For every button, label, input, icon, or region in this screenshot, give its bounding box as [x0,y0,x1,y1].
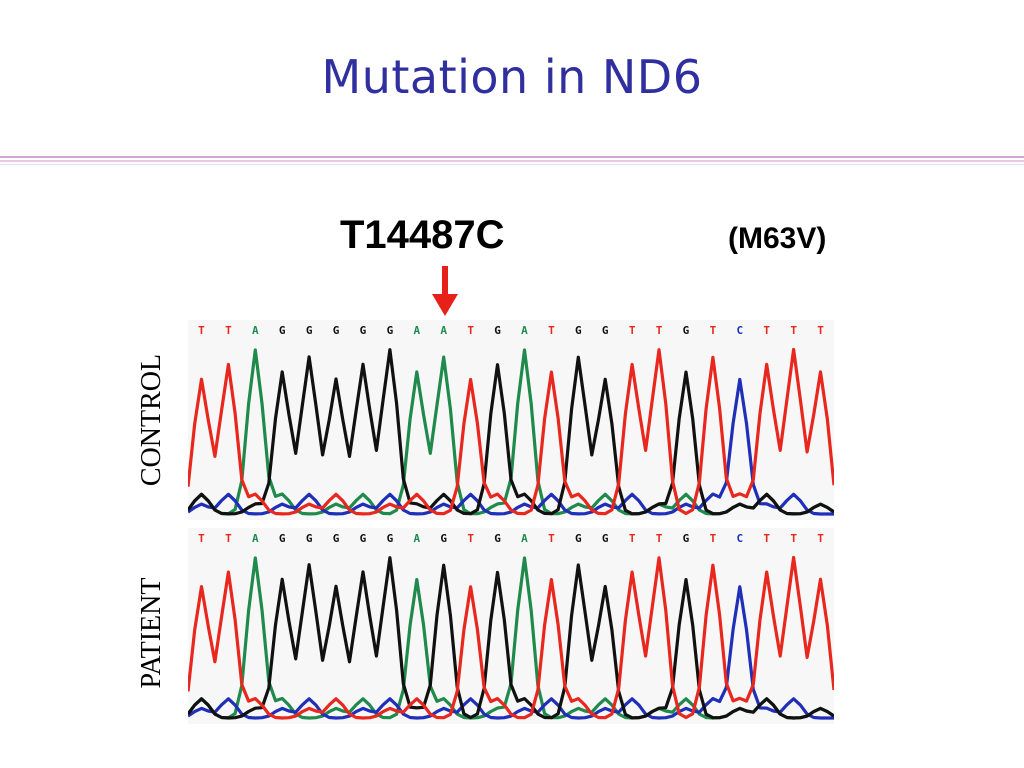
control-base-call: T [198,324,205,337]
control-base-call: G [306,324,313,337]
patient-base-call: T [548,532,555,545]
control-trace-T [188,347,834,516]
patient-base-call: T [790,532,797,545]
patient-base-call: T [225,532,232,545]
control-trace-G [188,348,834,516]
patient-base-call: T [656,532,663,545]
control-base-call: T [225,324,232,337]
patient-base-call: G [279,532,286,545]
control-base-call: G [333,324,340,337]
patient-base-call: A [252,532,259,545]
control-base-call: G [494,324,501,337]
control-base-call: G [602,324,609,337]
patient-base-call: T [763,532,770,545]
patient-base-call: T [467,532,474,545]
control-base-call: A [521,324,528,337]
patient-base-call: T [817,532,824,545]
control-base-call: A [413,324,420,337]
patient-trace-A [188,556,834,720]
control-base-call: G [683,324,690,337]
control-base-call: T [467,324,474,337]
patient-trace-T [188,555,834,720]
control-base-call: T [656,324,663,337]
patient-base-call: T [629,532,636,545]
patient-base-call: T [710,532,717,545]
patient-base-call: C [736,532,743,545]
mutation-label: T14487C [340,213,505,257]
mutation-position-arrow-icon [432,266,458,316]
patient-base-call: G [387,532,394,545]
control-base-call: T [763,324,770,337]
title-divider [0,160,1024,162]
control-trace-A [188,348,834,516]
control-base-call: G [575,324,582,337]
patient-base-call: G [440,532,447,545]
patient-base-call: G [602,532,609,545]
control-base-call: T [710,324,717,337]
title-divider [0,164,1024,165]
patient-base-call: A [521,532,528,545]
control-base-call: A [440,324,447,337]
amino-acid-change-label: (M63V) [728,222,827,255]
control-base-call: T [817,324,824,337]
control-base-call: T [790,324,797,337]
patient-base-call: G [575,532,582,545]
slide-title: Mutation in ND6 [321,50,703,104]
control-base-call: A [252,324,259,337]
patient-base-call: G [494,532,501,545]
control-base-call: T [629,324,636,337]
patient-base-call: T [198,532,205,545]
control-base-call: C [736,324,743,337]
patient-base-call: A [413,532,420,545]
control-track-label: CONTROL [136,353,167,487]
title-divider [0,156,1024,158]
patient-track-label: PATIENT [136,577,167,689]
patient-base-call: G [306,532,313,545]
patient-base-call: G [683,532,690,545]
patient-trace-G [188,556,834,720]
control-base-call: T [548,324,555,337]
control-base-call: G [387,324,394,337]
control-base-call: G [279,324,286,337]
patient-base-call: G [360,532,367,545]
control-base-call: G [360,324,367,337]
patient-base-call: G [333,532,340,545]
